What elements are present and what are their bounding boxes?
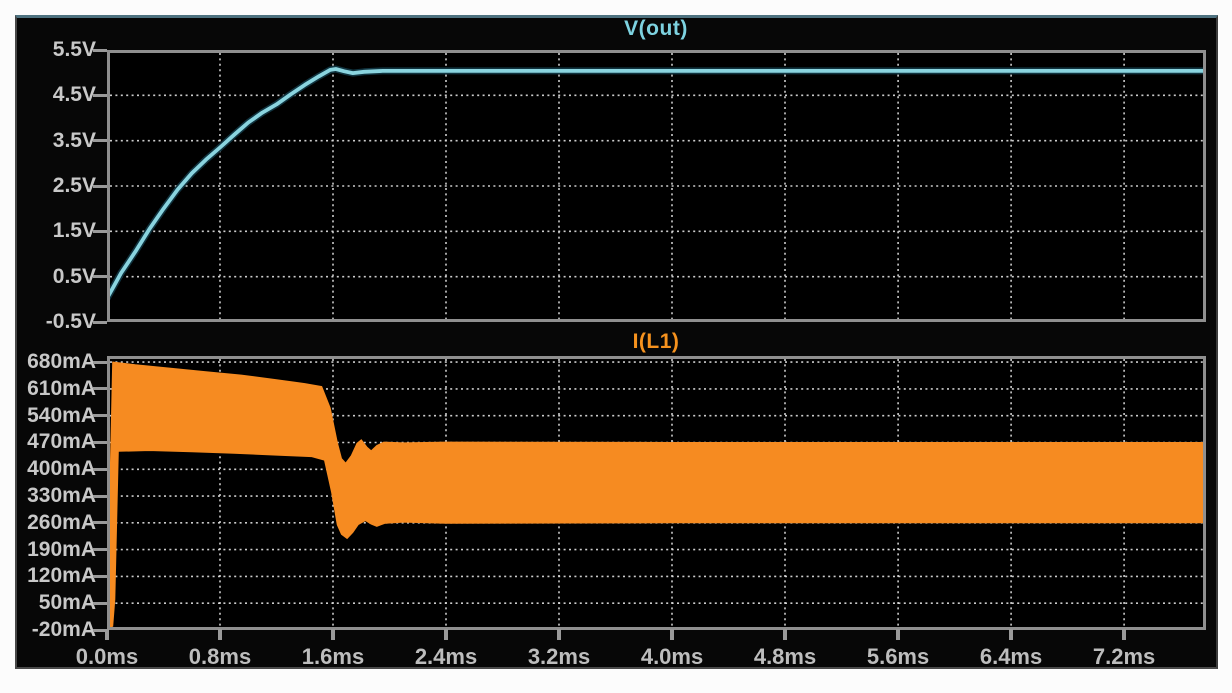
plot-frame	[107, 356, 1206, 630]
x-axis-label: 4.8ms	[753, 644, 817, 669]
y-axis-label: 5.5V	[52, 38, 96, 61]
y-axis-label: 50mA	[38, 591, 96, 615]
plot-frame	[107, 50, 1206, 322]
vout-trace[interactable]	[107, 67, 1206, 301]
il1-plot-pane[interactable]	[107, 356, 1206, 630]
y-axis-tick	[93, 628, 107, 632]
x-axis-label: 3.2ms	[527, 644, 591, 669]
y-axis-tick	[93, 139, 107, 143]
y-axis-tick	[93, 93, 107, 97]
x-axis-tick	[444, 629, 449, 640]
x-axis-label: 0.8ms	[188, 644, 252, 669]
y-axis-label: 540mA	[27, 403, 96, 427]
y-axis-label: 1.5V	[52, 219, 96, 243]
y-axis-tick	[93, 601, 107, 605]
x-axis-label: 2.4ms	[414, 644, 478, 669]
y-axis-label: 400mA	[27, 457, 96, 481]
y-axis-label: 610mA	[27, 376, 96, 400]
x-axis-label: 0.0ms	[75, 644, 139, 669]
y-axis-label: -0.5V	[45, 310, 96, 333]
y-axis-label: 470mA	[27, 430, 96, 454]
y-axis-label: 0.5V	[52, 264, 96, 288]
vout-pane-title: V(out)	[624, 17, 688, 40]
x-axis-label: 4.0ms	[640, 644, 704, 669]
y-axis-tick	[93, 548, 107, 552]
y-axis-tick	[93, 467, 107, 471]
y-axis-tick	[93, 387, 107, 391]
x-axis-tick	[1009, 629, 1014, 640]
x-axis-label: 5.6ms	[866, 644, 930, 669]
y-axis-label: 260mA	[27, 510, 96, 534]
vout-plot-pane[interactable]	[107, 50, 1206, 322]
x-axis-label: 6.4ms	[979, 644, 1043, 669]
y-axis-label: 4.5V	[52, 83, 96, 107]
x-axis-label: 1.6ms	[301, 644, 365, 669]
y-axis-tick	[93, 229, 107, 233]
il1-ripple-band[interactable]	[107, 361, 1206, 629]
y-axis-tick	[93, 494, 107, 498]
y-axis-tick	[93, 521, 107, 525]
y-axis-label: 330mA	[27, 484, 96, 508]
x-axis-label: 7.2ms	[1092, 644, 1156, 669]
y-axis-tick	[93, 48, 107, 52]
y-axis-label: 2.5V	[52, 174, 96, 197]
il1-pane-title: I(L1)	[632, 330, 680, 353]
x-axis-tick	[1122, 629, 1127, 640]
y-axis-label: 3.5V	[52, 128, 96, 152]
y-axis-tick	[93, 414, 107, 418]
x-axis-tick	[670, 629, 675, 640]
y-axis-tick	[93, 574, 107, 578]
x-axis-tick	[896, 629, 901, 640]
x-axis-tick	[783, 629, 788, 640]
y-axis-label: 120mA	[27, 564, 96, 588]
y-axis-tick	[93, 184, 107, 188]
y-axis-label: 190mA	[27, 537, 96, 561]
x-axis-tick	[105, 629, 109, 640]
y-axis-label: 680mA	[27, 350, 96, 374]
y-axis-tick	[93, 275, 107, 279]
x-axis-tick	[218, 629, 222, 640]
y-axis-label: -20mA	[31, 618, 96, 641]
y-axis-tick	[93, 440, 107, 444]
x-axis-tick	[331, 629, 335, 640]
y-axis-tick	[93, 360, 107, 364]
y-axis-tick	[93, 320, 107, 324]
x-axis-tick	[557, 629, 562, 640]
